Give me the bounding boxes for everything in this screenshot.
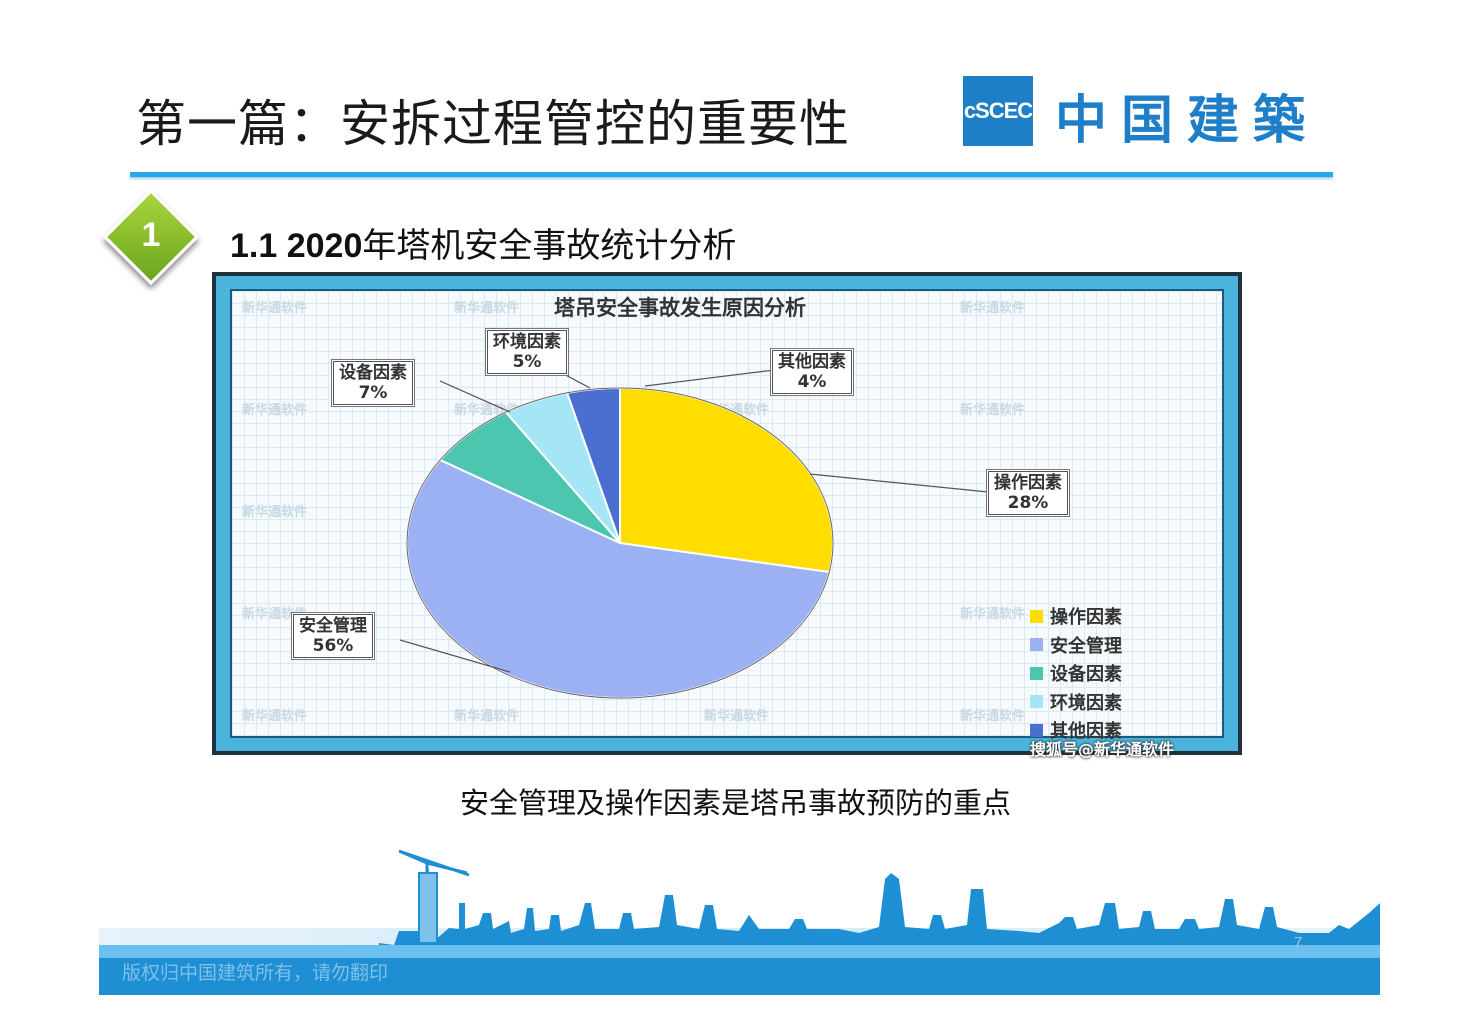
section-number: 1 (141, 216, 161, 254)
section-title-number: 1.1 2020 (230, 227, 363, 265)
crane-tower (418, 872, 438, 944)
chart-legend: 操作因素 安全管理 设备因素 环境因素 其他因素 (1030, 602, 1122, 745)
legend-label: 设备因素 (1050, 664, 1122, 686)
callout-other: 其他因素 4% (772, 350, 852, 394)
copyright-notice: 版权归中国建筑所有，请勿翻印 (122, 962, 389, 984)
leader-environment (559, 371, 591, 389)
watermark: 新华通软件 (242, 301, 308, 316)
legend-item: 设备因素 (1030, 659, 1122, 688)
slide-caption: 安全管理及操作因素是塔吊事故预防的重点 (460, 786, 1012, 820)
legend-label: 安全管理 (1050, 635, 1122, 657)
callout-value: 28% (1007, 493, 1049, 513)
callout-safety-management: 安全管理 56% (293, 614, 373, 658)
section-title: 1.1 2020年塔机安全事故统计分析 (230, 218, 736, 267)
callout-name: 设备因素 (339, 363, 407, 383)
image-credit: 搜狐号@新华通软件 (1030, 740, 1175, 759)
callout-operation: 操作因素 28% (988, 471, 1068, 515)
page-number: 7 (1294, 934, 1303, 951)
callout-name: 其他因素 (778, 352, 846, 372)
legend-label: 其他因素 (1050, 721, 1122, 743)
footer-highlight (99, 945, 1380, 958)
slice-operation (619, 386, 834, 574)
legend-label: 环境因素 (1050, 692, 1122, 714)
watermark: 新华通软件 (960, 607, 1026, 622)
city-skyline-banner (99, 833, 1380, 995)
chart-title: 塔吊安全事故发生原因分析 (554, 296, 806, 320)
legend-swatch (1030, 609, 1043, 623)
watermark: 新华通软件 (704, 709, 770, 724)
callout-environment: 环境因素 5% (487, 330, 567, 374)
legend-swatch (1030, 723, 1043, 737)
cscec-logo-text: 中国建築 (1055, 91, 1320, 151)
legend-swatch (1030, 666, 1043, 680)
watermark: 新华通软件 (242, 403, 308, 418)
legend-swatch (1030, 695, 1043, 709)
callout-value: 7% (358, 383, 388, 403)
cscec-logo: cSCEC 中国建築 (963, 74, 1333, 151)
callout-name: 操作因素 (994, 473, 1062, 493)
watermark: 新华通软件 (960, 403, 1026, 418)
watermark: 新华通软件 (242, 607, 308, 622)
section-title-text: 年塔机安全事故统计分析 (362, 226, 737, 266)
legend-item: 安全管理 (1030, 631, 1122, 660)
callout-value: 56% (312, 636, 354, 656)
cscec-logo-mark: cSCEC (963, 76, 1033, 146)
callout-equipment: 设备因素 7% (333, 361, 413, 405)
watermark: 新华通软件 (960, 301, 1026, 316)
watermark: 新华通软件 (242, 709, 308, 724)
callout-name: 环境因素 (493, 332, 561, 352)
legend-swatch (1030, 638, 1043, 652)
leader-other (644, 367, 791, 387)
legend-item: 环境因素 (1030, 688, 1122, 717)
leader-equipment (439, 380, 511, 413)
legend-item: 其他因素 (1030, 716, 1122, 745)
watermark: 新华通软件 (242, 505, 308, 520)
title-divider (130, 172, 1333, 177)
legend-label: 操作因素 (1050, 607, 1122, 629)
leader-safety-management (399, 639, 511, 673)
page-title: 第一篇：安拆过程管控的重要性 (136, 95, 850, 153)
callout-name: 安全管理 (299, 616, 367, 636)
watermark: 新华通软件 (454, 709, 520, 724)
watermark: 新华通软件 (960, 709, 1026, 724)
pie-outline (406, 387, 834, 699)
watermark: 新华通软件 (454, 301, 520, 316)
leader-operation (809, 473, 989, 493)
callout-value: 4% (797, 372, 827, 392)
legend-item: 操作因素 (1030, 602, 1122, 631)
callout-value: 5% (512, 352, 542, 372)
skyline-shape (379, 873, 1380, 948)
